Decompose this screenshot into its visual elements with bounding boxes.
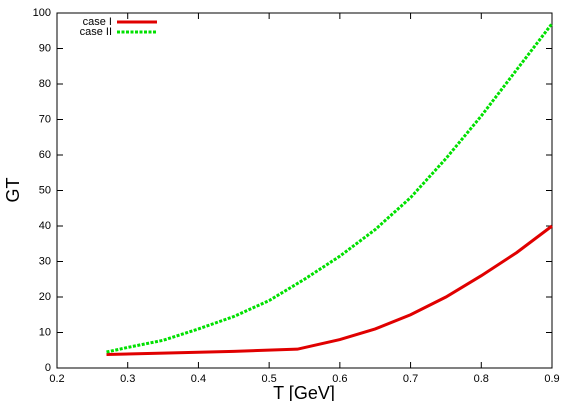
- x-tick-label: 0.3: [120, 373, 135, 385]
- legend-label: case II: [80, 26, 112, 38]
- y-tick-label: 100: [33, 7, 51, 19]
- y-tick-label: 60: [39, 149, 51, 161]
- y-tick-label: 30: [39, 255, 51, 267]
- series-line: [106, 22, 554, 354]
- legend-label: case I: [83, 16, 112, 28]
- y-axis-label: GT: [3, 177, 23, 202]
- x-tick-label: 0.7: [403, 373, 418, 385]
- y-tick-label: 10: [39, 326, 51, 338]
- y-tick-label: 70: [39, 113, 51, 125]
- y-tick-label: 20: [39, 291, 51, 303]
- y-tick-label: 50: [39, 184, 51, 196]
- x-tick-label: 0.5: [261, 373, 276, 385]
- x-tick-label: 0.9: [544, 373, 559, 385]
- y-tick-label: 40: [39, 220, 51, 232]
- x-tick-label: 0.6: [332, 373, 347, 385]
- y-tick-label: 80: [39, 78, 51, 90]
- x-tick-label: 0.8: [474, 373, 489, 385]
- x-tick-label: 0.2: [49, 373, 64, 385]
- plot-frame: [56, 12, 553, 369]
- x-axis-label: T [GeV]: [273, 383, 335, 401]
- x-tick-label: 0.4: [191, 373, 206, 385]
- y-tick-label: 0: [45, 362, 51, 374]
- y-tick-label: 90: [39, 42, 51, 54]
- series-line: [106, 224, 553, 357]
